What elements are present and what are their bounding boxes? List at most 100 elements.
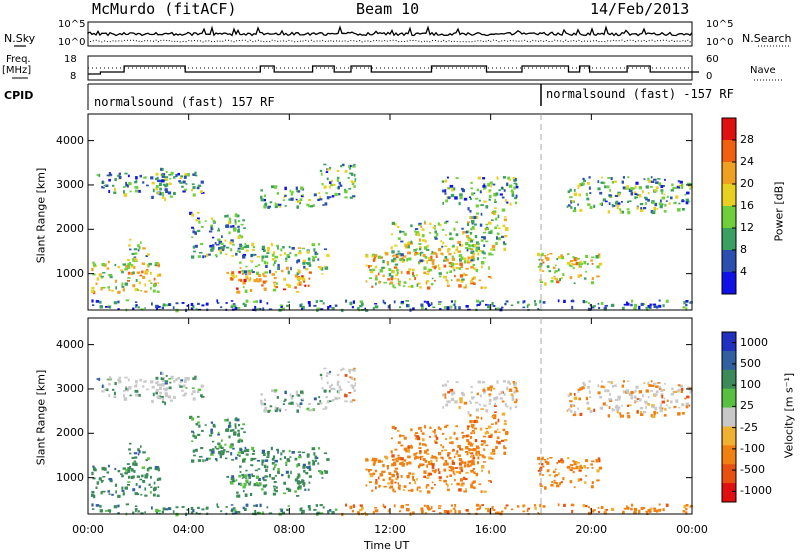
velocity-cell bbox=[243, 507, 247, 511]
colorbar-swatch bbox=[722, 272, 736, 295]
velocity-cell bbox=[105, 388, 109, 391]
power-cell bbox=[585, 192, 588, 197]
velocity-cell bbox=[197, 433, 201, 436]
power-cell bbox=[108, 172, 111, 174]
velocity-cell bbox=[318, 396, 321, 399]
power-cell bbox=[266, 247, 270, 251]
velocity-cell bbox=[406, 475, 410, 479]
power-cell bbox=[243, 227, 246, 229]
velocity-cell bbox=[659, 408, 663, 413]
power-cell bbox=[685, 198, 689, 202]
power-cell bbox=[434, 225, 436, 228]
velocity-cell bbox=[395, 459, 399, 463]
power-cell bbox=[371, 285, 374, 288]
power-cell bbox=[442, 201, 445, 205]
power-cell bbox=[422, 254, 426, 258]
power-cell bbox=[179, 177, 182, 180]
power-cell bbox=[418, 243, 422, 246]
velocity-cell bbox=[283, 481, 286, 485]
power-cell bbox=[365, 254, 369, 258]
velocity-cell bbox=[651, 415, 656, 419]
power-cell bbox=[432, 226, 436, 229]
power-cell bbox=[471, 255, 475, 259]
velocity-cell bbox=[556, 484, 560, 488]
velocity-cell bbox=[636, 398, 640, 400]
power-cell bbox=[165, 171, 168, 173]
power-cell bbox=[426, 260, 429, 264]
velocity-cell bbox=[332, 387, 336, 390]
power-cell bbox=[423, 266, 427, 270]
power-cell bbox=[385, 252, 389, 256]
velocity-cell bbox=[444, 425, 448, 428]
velocity-cell bbox=[515, 398, 518, 402]
power-cell bbox=[272, 263, 275, 267]
noise-tick-top-right: 10^5 bbox=[706, 19, 734, 30]
power-cell bbox=[251, 249, 255, 251]
velocity-cell bbox=[374, 458, 378, 462]
velocity-cell bbox=[614, 398, 619, 401]
velocity-cell bbox=[239, 483, 243, 486]
y-tick-label: 3000 bbox=[56, 177, 84, 191]
power-cell bbox=[658, 299, 661, 302]
velocity-cell bbox=[471, 481, 475, 484]
power-cell bbox=[277, 266, 280, 270]
power-cell bbox=[470, 266, 474, 269]
velocity-cell bbox=[430, 459, 433, 464]
colorbar-swatch bbox=[722, 162, 736, 185]
power-cell bbox=[195, 219, 199, 222]
power-cell bbox=[381, 266, 385, 269]
colorbar-swatch bbox=[722, 407, 736, 427]
power-cell bbox=[266, 261, 269, 265]
power-cell bbox=[494, 198, 497, 202]
power-cell bbox=[621, 210, 624, 214]
power-cell bbox=[509, 202, 512, 206]
power-cell bbox=[237, 247, 241, 250]
velocity-cell bbox=[276, 407, 279, 410]
power-cell bbox=[331, 179, 333, 183]
power-cell bbox=[331, 307, 335, 311]
velocity-cell bbox=[112, 388, 115, 391]
velocity-cell bbox=[284, 398, 287, 401]
power-cell bbox=[485, 303, 488, 306]
power-cell bbox=[471, 277, 475, 280]
velocity-cell bbox=[152, 493, 156, 497]
power-cell bbox=[457, 240, 461, 245]
power-cell bbox=[107, 286, 110, 289]
power-cell bbox=[271, 258, 275, 261]
power-cell bbox=[459, 258, 462, 262]
power-cell bbox=[123, 193, 128, 197]
velocity-cell bbox=[160, 371, 163, 375]
velocity-cell bbox=[469, 448, 473, 451]
power-cell bbox=[640, 302, 644, 306]
velocity-cell bbox=[497, 441, 501, 445]
velocity-cell bbox=[191, 417, 195, 421]
velocity-cell bbox=[338, 397, 341, 400]
velocity-cell bbox=[172, 510, 175, 514]
power-cell bbox=[455, 233, 459, 237]
power-cell bbox=[375, 274, 378, 278]
power-cell bbox=[470, 259, 474, 262]
power-cell bbox=[634, 196, 639, 199]
power-cell bbox=[318, 243, 321, 246]
velocity-cell bbox=[396, 429, 400, 432]
velocity-cell bbox=[645, 510, 649, 513]
power-cell bbox=[424, 222, 427, 225]
power-cell bbox=[307, 284, 310, 287]
power-cell bbox=[173, 191, 176, 195]
power-cell bbox=[338, 181, 341, 185]
power-cell bbox=[321, 183, 324, 186]
power-cell bbox=[212, 236, 215, 239]
power-cell bbox=[344, 196, 348, 199]
velocity-cell bbox=[285, 461, 288, 464]
power-cell bbox=[628, 188, 632, 192]
power-cell bbox=[655, 181, 659, 184]
power-cell bbox=[392, 257, 397, 261]
power-cell bbox=[469, 244, 473, 247]
power-cell bbox=[438, 267, 441, 270]
velocity-cell bbox=[453, 507, 456, 510]
power-cell bbox=[653, 178, 657, 181]
power-cell bbox=[237, 220, 241, 223]
velocity-cell bbox=[216, 447, 220, 450]
power-cell bbox=[554, 271, 556, 274]
power-cell bbox=[294, 286, 297, 289]
